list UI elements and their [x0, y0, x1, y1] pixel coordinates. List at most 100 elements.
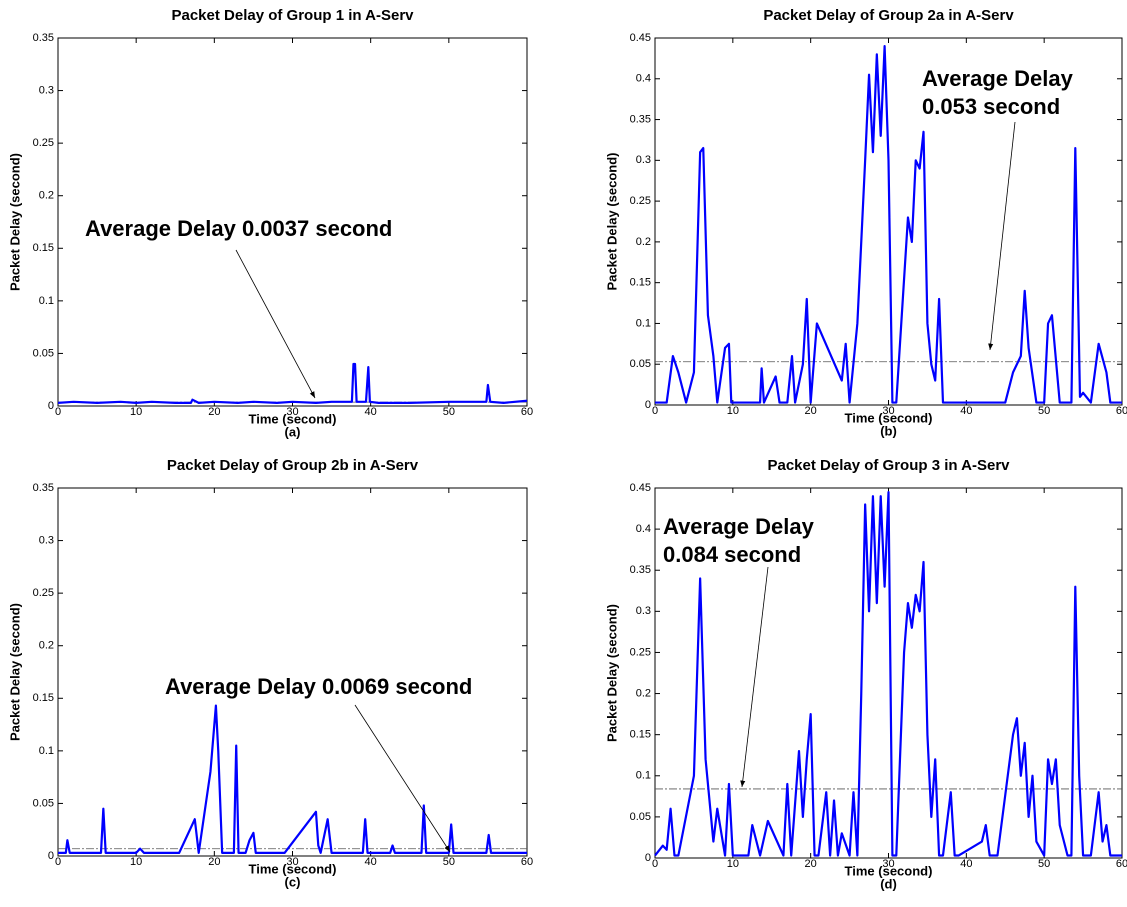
y-tick-label: 0.45 — [630, 482, 651, 494]
y-tick-label: 0 — [645, 852, 651, 864]
x-tick-label: 10 — [130, 856, 142, 868]
y-tick-label: 0.05 — [630, 811, 651, 823]
y-tick-label: 0.25 — [630, 195, 651, 207]
panel-label: (a) — [285, 424, 301, 439]
y-tick-label: 0.05 — [630, 358, 651, 370]
y-tick-label: 0.3 — [636, 154, 651, 166]
annotation: Average Delay — [922, 66, 1074, 91]
y-tick-label: 0.15 — [33, 692, 54, 704]
y-tick-label: 0 — [48, 400, 54, 412]
x-tick-label: 30 — [286, 856, 298, 868]
x-tick-label: 20 — [805, 405, 817, 417]
x-tick-label: 60 — [521, 406, 533, 418]
y-tick-label: 0.1 — [39, 295, 54, 307]
chart-title: Packet Delay of Group 3 in A-Serv — [767, 457, 1010, 474]
y-tick-label: 0.15 — [33, 242, 54, 254]
y-tick-label: 0.3 — [39, 534, 54, 546]
x-tick-label: 40 — [365, 856, 377, 868]
x-tick-label: 0 — [55, 406, 61, 418]
data-line — [58, 704, 527, 854]
x-tick-label: 0 — [652, 405, 658, 417]
x-axis-label: Time (second) — [249, 861, 337, 876]
x-tick-label: 50 — [1038, 405, 1050, 417]
annotation: Average Delay 0.0037 second — [85, 216, 392, 241]
panel-label: (c) — [285, 874, 301, 889]
annotation: 0.084 second — [663, 542, 801, 567]
annotation: Average Delay 0.0069 second — [165, 674, 472, 699]
x-tick-label: 30 — [286, 406, 298, 418]
x-tick-label: 20 — [805, 858, 817, 870]
subplot: Packet Delay of Group 2b in A-Serv Time (… — [7, 457, 533, 889]
x-tick-label: 30 — [882, 858, 894, 870]
y-tick-label: 0.05 — [33, 347, 54, 359]
y-axis-label: Packet Delay (second) — [7, 153, 22, 291]
y-tick-label: 0.45 — [630, 32, 651, 44]
y-tick-label: 0.2 — [39, 640, 54, 652]
y-tick-label: 0 — [645, 399, 651, 411]
y-tick-label: 0.1 — [636, 317, 651, 329]
chart-title: Packet Delay of Group 2b in A-Serv — [167, 457, 419, 474]
y-tick-label: 0.25 — [630, 646, 651, 658]
x-tick-label: 60 — [521, 856, 533, 868]
y-axis-label: Packet Delay (second) — [7, 603, 22, 741]
y-tick-label: 0.25 — [33, 587, 54, 599]
y-tick-label: 0.1 — [636, 770, 651, 782]
annotation: 0.053 second — [922, 94, 1060, 119]
x-axis-label: Time (second) — [845, 863, 933, 878]
x-tick-label: 60 — [1116, 858, 1127, 870]
x-tick-label: 40 — [960, 858, 972, 870]
subplot: Packet Delay of Group 3 in A-Serv Time (s… — [604, 457, 1127, 891]
y-tick-label: 0.35 — [630, 564, 651, 576]
y-tick-label: 0.1 — [39, 745, 54, 757]
panel-label: (d) — [880, 876, 897, 891]
y-tick-label: 0.4 — [636, 523, 651, 535]
y-tick-label: 0.2 — [636, 687, 651, 699]
y-tick-label: 0.35 — [33, 482, 54, 494]
x-tick-label: 40 — [365, 406, 377, 418]
y-axis-label: Packet Delay (second) — [604, 604, 619, 742]
subplot: Packet Delay of Group 2a in A-Serv Time (… — [604, 7, 1127, 438]
x-axis-label: Time (second) — [249, 411, 337, 426]
y-tick-label: 0 — [48, 850, 54, 862]
x-tick-label: 50 — [443, 406, 455, 418]
x-tick-label: 10 — [130, 406, 142, 418]
x-axis-label: Time (second) — [845, 410, 933, 425]
annotation-arrow — [235, 249, 316, 399]
plot-area — [57, 487, 528, 857]
x-tick-label: 50 — [1038, 858, 1050, 870]
y-tick-label: 0.15 — [630, 729, 651, 741]
y-tick-label: 0.35 — [33, 32, 54, 44]
y-tick-label: 0.3 — [39, 84, 54, 96]
annotation-arrow — [988, 121, 1016, 351]
x-tick-label: 50 — [443, 856, 455, 868]
x-tick-label: 40 — [960, 405, 972, 417]
y-tick-label: 0.25 — [33, 137, 54, 149]
chart-title: Packet Delay of Group 1 in A-Serv — [171, 7, 414, 24]
x-tick-label: 10 — [727, 405, 739, 417]
x-tick-label: 60 — [1116, 405, 1127, 417]
annotation-arrow — [740, 566, 769, 788]
y-tick-label: 0.2 — [636, 236, 651, 248]
y-tick-label: 0.2 — [39, 190, 54, 202]
x-tick-label: 0 — [652, 858, 658, 870]
x-tick-label: 30 — [882, 405, 894, 417]
data-line — [57, 362, 528, 404]
data-line — [655, 45, 1122, 404]
chart-title: Packet Delay of Group 2a in A-Serv — [763, 7, 1014, 24]
panel-label: (b) — [880, 423, 897, 438]
annotation: Average Delay — [663, 514, 815, 539]
y-axis-label: Packet Delay (second) — [604, 152, 619, 290]
subplot: Packet Delay of Group 1 in A-Serv Time (s… — [7, 7, 533, 439]
x-tick-label: 0 — [55, 856, 61, 868]
data-line — [654, 491, 1122, 857]
y-tick-label: 0.05 — [33, 797, 54, 809]
y-tick-label: 0.4 — [636, 73, 651, 85]
y-tick-label: 0.35 — [630, 113, 651, 125]
x-tick-label: 10 — [727, 858, 739, 870]
plot-area — [57, 37, 528, 407]
y-tick-label: 0.3 — [636, 605, 651, 617]
x-tick-label: 20 — [208, 406, 220, 418]
x-tick-label: 20 — [208, 856, 220, 868]
annotation-arrow — [354, 704, 451, 853]
